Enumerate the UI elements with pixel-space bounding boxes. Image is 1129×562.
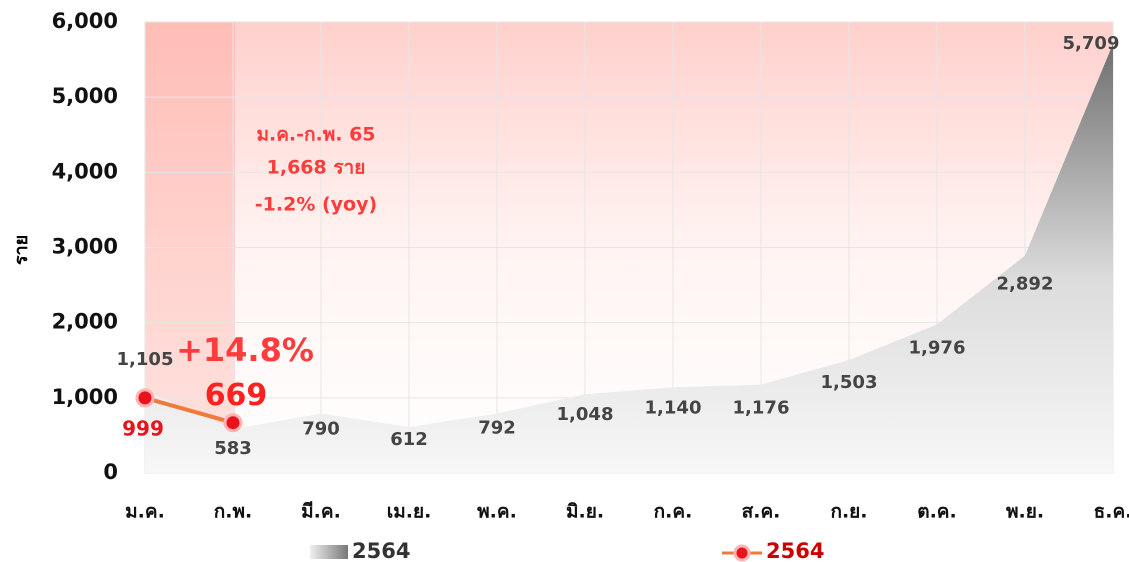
- x-tick-label: ต.ค.: [917, 501, 956, 523]
- data-label: 1,048: [557, 404, 614, 425]
- x-tick-label: ธ.ค.: [1094, 501, 1129, 523]
- y-tick-label: 3,000: [52, 235, 118, 259]
- area: [145, 43, 1113, 473]
- y-tick-label: 2,000: [52, 310, 118, 334]
- legend-label: 2564: [766, 539, 824, 562]
- x-tick-label: ส.ค.: [742, 501, 781, 523]
- legend-swatch: [733, 544, 751, 562]
- data-label: 1,176: [733, 398, 790, 419]
- x-tick-label: มิ.ย.: [566, 501, 604, 523]
- x-tick-label: ก.ค.: [654, 501, 693, 523]
- x-tick-label: มี.ค.: [301, 501, 341, 523]
- annotation: ม.ค.-ก.พ. 65: [256, 124, 375, 146]
- point: [135, 388, 155, 408]
- y-tick-label: 1,000: [52, 385, 118, 409]
- data-label: 1,105: [117, 349, 174, 370]
- x-tick-label: ก.พ.: [214, 501, 252, 523]
- data-label: 999: [122, 416, 164, 440]
- data-label: 2,892: [997, 274, 1054, 295]
- y-tick-label: 5,000: [52, 84, 118, 108]
- y-axis-label: ราย: [11, 235, 32, 265]
- x-tick-label: พ.ย.: [1006, 501, 1044, 523]
- annotation: -1.2% (yoy): [255, 194, 377, 216]
- point: [223, 413, 243, 433]
- legend-swatch: [310, 545, 348, 559]
- y-tick-label: 4,000: [52, 159, 118, 183]
- y-tick-label: 0: [103, 460, 118, 484]
- line: [144, 395, 234, 425]
- x-tick-label: พ.ค.: [477, 501, 517, 523]
- legend-label: 2564: [352, 539, 410, 562]
- x-tick-label: ม.ค.: [125, 501, 165, 523]
- y-tick-label: 6,000: [52, 9, 118, 33]
- data-label: 583: [214, 438, 252, 459]
- x-tick-label: เม.ย.: [387, 501, 432, 523]
- data-label: 612: [390, 429, 428, 450]
- data-label: 1,976: [909, 337, 966, 358]
- x-tick-label: ก.ย.: [830, 501, 867, 523]
- data-label: 792: [478, 417, 516, 438]
- data-label: 1,503: [821, 372, 878, 393]
- data-label: 1,140: [645, 397, 702, 418]
- data-label: 669: [205, 378, 268, 413]
- data-label: 5,709: [1063, 33, 1120, 54]
- annotation: +14.8%: [176, 331, 314, 369]
- data-label: 790: [302, 419, 340, 440]
- annotation: 1,668 ราย: [267, 157, 366, 179]
